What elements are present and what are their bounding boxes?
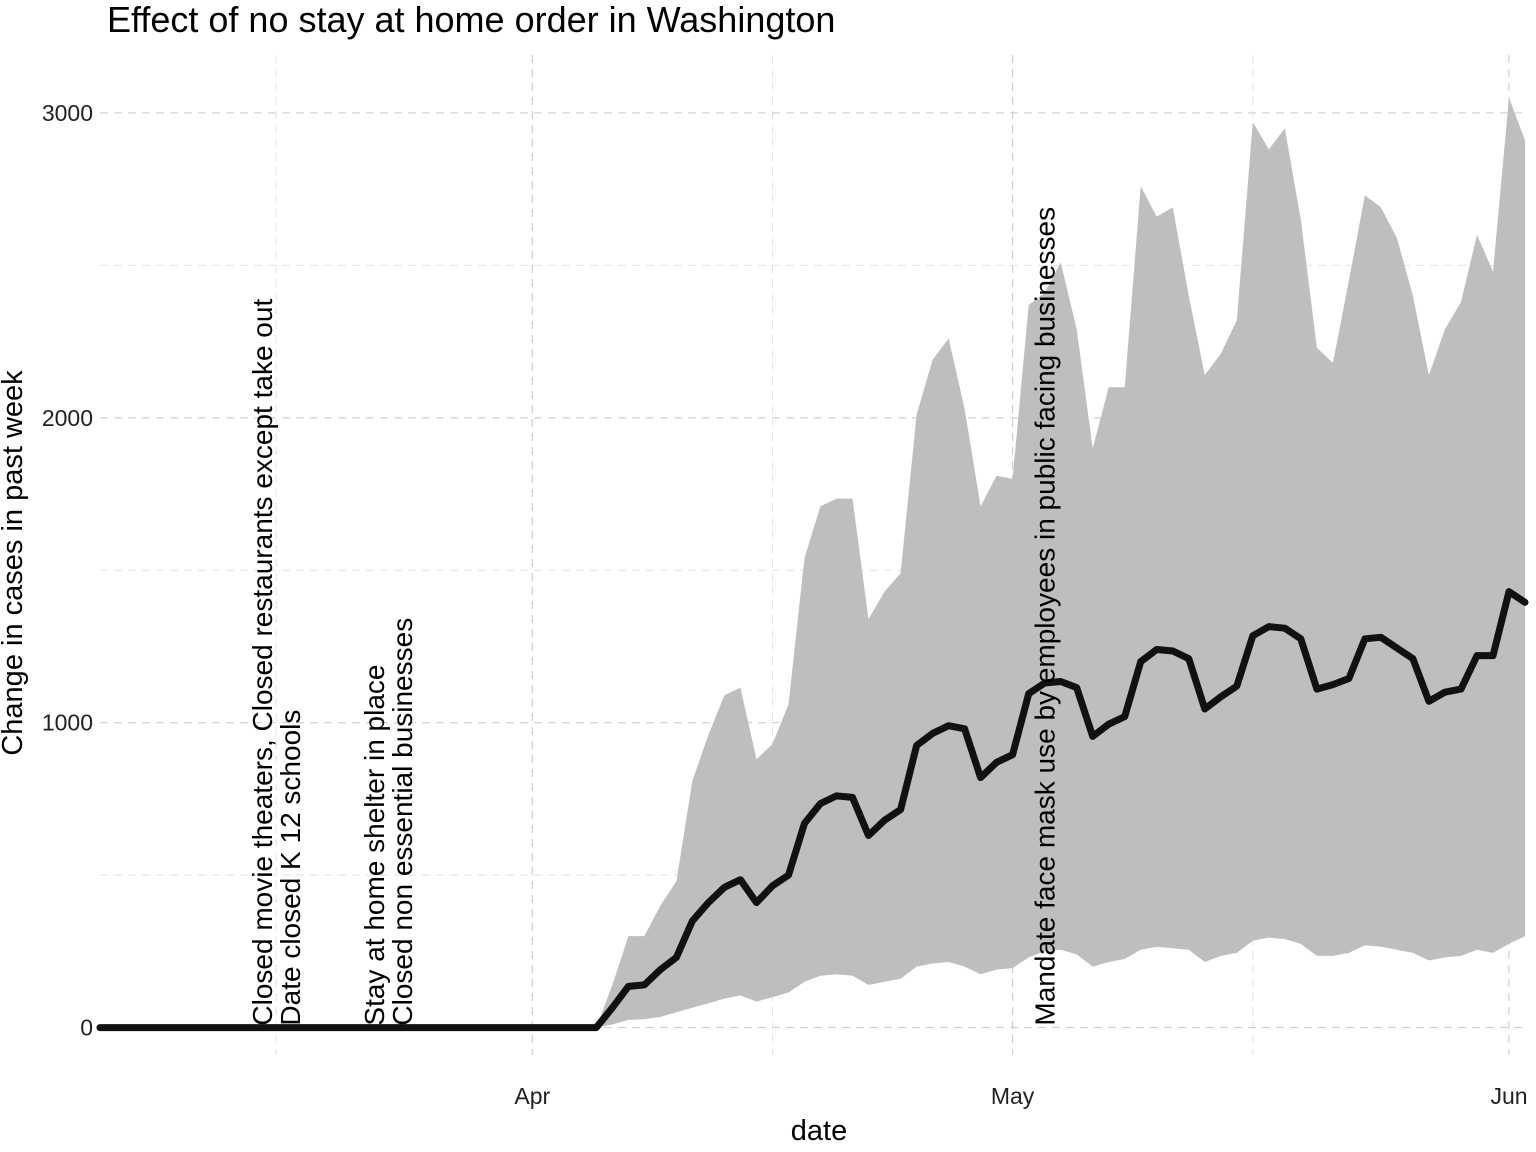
data-point-2020-03-07 [129,1025,135,1031]
y-axis-title: Change in cases in past week [0,370,29,756]
data-point-2020-05-27 [1426,698,1432,704]
data-point-2020-04-16 [770,883,776,889]
data-point-2020-04-09 [657,967,663,973]
data-point-2020-05-17 [1266,624,1272,630]
data-point-2020-04-21 [850,794,856,800]
data-point-2020-05-06 [1090,733,1096,739]
data-point-2020-06-01 [1506,589,1512,595]
data-point-2020-03-11 [193,1025,199,1031]
data-point-2020-03-10 [177,1025,183,1031]
data-point-2020-05-15 [1234,683,1240,689]
data-point-2020-03-05 [97,1025,103,1031]
data-point-2020-05-23 [1362,636,1368,642]
data-point-2020-05-10 [1154,647,1160,653]
data-point-2020-05-07 [1106,721,1112,727]
data-point-2020-05-25 [1394,645,1400,651]
data-point-2020-04-27 [946,723,952,729]
x-axis-title: date [791,1115,847,1147]
data-point-2020-04-10 [673,954,679,960]
data-point-2020-05-26 [1410,656,1416,662]
data-point-2020-05-31 [1490,653,1496,659]
data-point-2020-05-16 [1250,633,1256,639]
data-point-2020-05-18 [1282,625,1288,631]
chart-title: Effect of no stay at home order in Washi… [107,0,835,40]
annotation-2-line-0: Mandate face mask use by employees in pu… [1030,207,1061,1026]
y-tick-label-1000: 1000 [42,710,93,736]
annotations: Closed movie theaters, Closed restaurant… [247,207,1061,1026]
y-tick-labels: 0 1000 2000 3000 [42,100,93,1041]
data-point-2020-04-15 [754,900,760,906]
data-point-2020-04-06 [609,1005,615,1011]
data-point-2020-03-28 [465,1025,471,1031]
data-point-2020-03-19 [321,1025,327,1031]
data-point-2020-05-13 [1202,706,1208,712]
data-point-2020-05-21 [1330,682,1336,688]
confidence-band [100,97,1525,1028]
data-point-2020-05-22 [1346,676,1352,682]
data-point-2020-04-22 [866,833,872,839]
x-tick-label-may: May [991,1083,1035,1109]
data-point-2020-05-29 [1458,686,1464,692]
data-point-2020-04-19 [818,801,824,807]
data-point-2020-03-31 [513,1025,519,1031]
data-point-2020-05-05 [1074,685,1080,691]
data-point-2020-05-14 [1218,694,1224,700]
data-point-2020-04-11 [689,918,695,924]
data-point-2020-04-01 [529,1025,535,1031]
y-tick-label-2000: 2000 [42,405,93,431]
data-point-2020-04-14 [737,877,743,883]
data-point-2020-05-11 [1170,648,1176,654]
data-point-2020-04-26 [930,730,936,736]
data-point-2020-04-23 [882,817,888,823]
data-point-2020-03-12 [209,1025,215,1031]
annotation-0-line-0: Closed movie theaters, Closed restaurant… [247,299,278,1026]
data-point-2020-04-12 [705,900,711,906]
data-point-2020-03-27 [449,1025,455,1031]
data-point-2020-04-24 [898,807,904,813]
data-point-2020-04-25 [914,743,920,749]
annotation-0-line-1: Date closed K 12 schools [275,710,306,1026]
data-point-2020-04-05 [593,1025,599,1031]
data-point-2020-03-30 [497,1025,503,1031]
data-point-2020-04-04 [577,1025,583,1031]
data-point-2020-04-08 [641,982,647,988]
data-point-2020-04-30 [994,759,1000,765]
data-point-2020-03-13 [225,1025,231,1031]
data-point-2020-05-08 [1122,714,1128,720]
data-point-2020-05-09 [1138,659,1144,665]
data-point-2020-04-20 [834,793,840,799]
data-point-2020-05-28 [1442,689,1448,695]
data-point-2020-05-24 [1378,634,1384,640]
x-tick-label-apr: Apr [514,1083,550,1109]
data-point-2020-05-19 [1298,636,1304,642]
data-point-2020-03-06 [113,1025,119,1031]
y-tick-label-0: 0 [80,1015,93,1041]
data-point-2020-04-17 [786,872,792,878]
x-tick-label-jun: Jun [1490,1083,1527,1109]
data-point-2020-04-07 [625,983,631,989]
data-point-2020-03-26 [433,1025,439,1031]
annotation-1-line-1: Closed non essential businesses [387,618,418,1026]
data-point-2020-03-09 [161,1025,167,1031]
data-point-2020-05-01 [1010,752,1016,758]
data-point-2020-03-20 [337,1025,343,1031]
annotation-1-line-0: Stay at home shelter in place [359,665,390,1026]
data-point-2020-06-02 [1522,599,1528,605]
data-point-2020-05-12 [1186,656,1192,662]
series-line [96,588,1529,1032]
data-point-2020-04-18 [802,820,808,826]
data-point-2020-05-20 [1314,686,1320,692]
data-point-2020-04-03 [561,1025,567,1031]
data-point-2020-04-28 [962,726,968,732]
data-point-2020-04-02 [545,1025,551,1031]
data-point-2020-04-13 [721,884,727,890]
data-point-2020-03-08 [145,1025,151,1031]
data-point-2020-04-29 [978,775,984,781]
y-tick-label-3000: 3000 [42,100,93,126]
x-tick-labels: Apr May Jun [514,1083,1527,1109]
data-point-2020-05-30 [1474,653,1480,659]
data-point-2020-03-29 [481,1025,487,1031]
